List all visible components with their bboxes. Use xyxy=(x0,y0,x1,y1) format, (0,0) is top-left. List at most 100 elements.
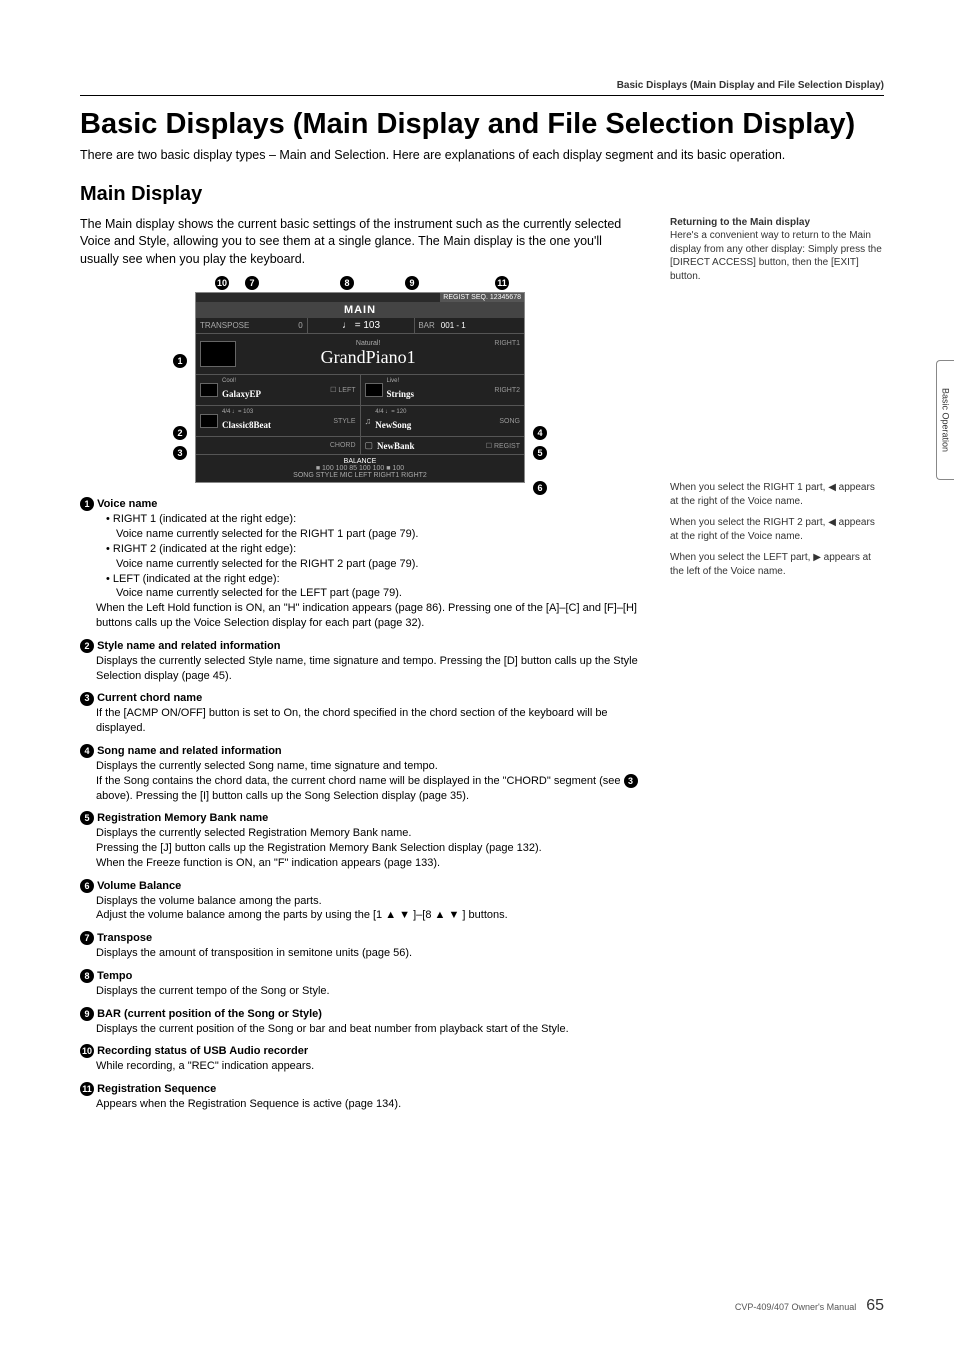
item-8-badge: 8 xyxy=(80,969,94,983)
ss-chord: CHORD xyxy=(196,437,361,454)
item-4-l2: If the Song contains the chord data, the… xyxy=(96,774,640,804)
item-1-b1t: Voice name currently selected for the RI… xyxy=(96,527,640,542)
ss-left-name: GalaxyEP xyxy=(222,389,261,399)
item-9: 9 BAR (current position of the Song or S… xyxy=(80,1007,640,1037)
ss-transpose-label: TRANSPOSE xyxy=(200,321,249,330)
ss-song-sup: 4/4 ♩= 120 xyxy=(375,409,411,415)
ss-style: 4/4 ♩= 103 Classic8Beat STYLE xyxy=(196,406,361,436)
side-tab: Basic Operation xyxy=(936,360,954,480)
footer-manual: CVP-409/407 Owner's Manual xyxy=(735,1302,856,1312)
badge-5: 5 xyxy=(533,446,547,460)
item-11: 11 Registration Sequence Appears when th… xyxy=(80,1082,640,1112)
sidebar-return-title: Returning to the Main display xyxy=(670,216,884,230)
item-10-badge: 10 xyxy=(80,1044,94,1058)
item-2-body: Displays the currently selected Style na… xyxy=(80,654,640,684)
badge-9: 9 xyxy=(405,276,419,290)
ss-style-name: Classic8Beat xyxy=(222,420,271,430)
item-6-badge: 6 xyxy=(80,879,94,893)
ss-song-name: NewSong xyxy=(375,420,411,430)
screenshot-wrapper: 10 7 8 9 11 1 2 3 4 5 6 REGIST SEQ. 12 xyxy=(165,276,555,483)
ss-transpose: TRANSPOSE 0 xyxy=(196,318,308,333)
ss-right2-part: Live! Strings RIGHT2 xyxy=(361,375,525,405)
sidebar-return-body: Here's a convenient way to return to the… xyxy=(670,229,884,283)
item-1-b3h: • LEFT (indicated at the right edge): xyxy=(96,572,640,587)
top-badge-row: 10 7 8 9 11 xyxy=(165,276,555,292)
two-column-layout: The Main display shows the current basic… xyxy=(80,216,884,1120)
ss-strings-sup: Live! xyxy=(387,378,415,384)
badge-2: 2 xyxy=(173,426,187,440)
item-10-body: While recording, a "REC" indication appe… xyxy=(80,1059,640,1074)
style-icon xyxy=(200,414,218,428)
section-intro: The Main display shows the current basic… xyxy=(80,216,640,269)
strings-icon xyxy=(365,383,383,397)
item-1-b1h: • RIGHT 1 (indicated at the right edge): xyxy=(96,512,640,527)
item-8: 8 Tempo Displays the current tempo of th… xyxy=(80,969,640,999)
ss-regist-seq: REGIST SEQ. 12345678 xyxy=(440,293,524,302)
item-4: 4 Song name and related information Disp… xyxy=(80,744,640,803)
ss-left-part: Cool! GalaxyEP ☐ LEFT xyxy=(196,375,361,405)
item-4-ref-badge: 3 xyxy=(624,774,638,788)
item-10: 10 Recording status of USB Audio recorde… xyxy=(80,1044,640,1074)
sidebar-r2: When you select the RIGHT 2 part, ◀ appe… xyxy=(670,516,884,543)
ss-voice-row: Natural! GrandPiano1 RIGHT1 xyxy=(196,334,524,375)
item-2-title: Style name and related information xyxy=(97,640,280,652)
item-1-tail: When the Left Hold function is ON, an "H… xyxy=(96,601,640,631)
ss-chord-tag: CHORD xyxy=(330,442,356,449)
item-7-badge: 7 xyxy=(80,931,94,945)
item-11-body: Appears when the Registration Sequence i… xyxy=(80,1097,640,1112)
item-3: 3 Current chord name If the [ACMP ON/OFF… xyxy=(80,691,640,736)
ss-voice-col: Natural! GrandPiano1 xyxy=(242,340,494,368)
ss-song-tag: SONG xyxy=(499,418,520,425)
item-5-l1: Displays the currently selected Registra… xyxy=(96,826,640,841)
item-3-badge: 3 xyxy=(80,692,94,706)
item-6-title: Volume Balance xyxy=(97,880,181,892)
ss-chord-regist-row: CHORD ▢ NewBank ☐ REGIST xyxy=(196,437,524,455)
ss-regist-tag: ☐ REGIST xyxy=(486,442,520,450)
badge-10: 10 xyxy=(215,276,229,290)
item-1: 1 Voice name • RIGHT 1 (indicated at the… xyxy=(80,497,640,631)
item-2: 2 Style name and related information Dis… xyxy=(80,639,640,684)
ss-balance-labels: SONG STYLE MIC LEFT RIGHT1 RIGHT2 xyxy=(199,472,521,479)
sidebar-r1: When you select the RIGHT 1 part, ◀ appe… xyxy=(670,481,884,508)
item-1-badge: 1 xyxy=(80,497,94,511)
badge-7: 7 xyxy=(245,276,259,290)
ss-newbank: NewBank xyxy=(377,441,415,451)
badge-11: 11 xyxy=(495,276,509,290)
ss-balance-vals: ■ 100 100 85 100 100 ■ 100 xyxy=(199,465,521,472)
page: Basic Displays (Main Display and File Se… xyxy=(0,0,954,1160)
ss-right1-tag: RIGHT1 xyxy=(494,340,520,347)
item-5-badge: 5 xyxy=(80,811,94,825)
item-6: 6 Volume Balance Displays the volume bal… xyxy=(80,879,640,924)
item-4-title: Song name and related information xyxy=(97,745,282,757)
sidebar-return: Returning to the Main display Here's a c… xyxy=(670,216,884,284)
ss-song: ♫ 4/4 ♩= 120 NewSong SONG xyxy=(361,406,525,436)
ss-bar: BAR 001 - 1 xyxy=(415,318,524,333)
ss-regist: ▢ NewBank ☐ REGIST xyxy=(361,437,525,454)
main-title: Basic Displays (Main Display and File Se… xyxy=(80,108,884,141)
page-footer: CVP-409/407 Owner's Manual 65 xyxy=(80,1297,884,1315)
ss-left-tag: ☐ LEFT xyxy=(330,386,355,394)
item-7: 7 Transpose Displays the amount of trans… xyxy=(80,931,640,961)
badge-3: 3 xyxy=(173,446,187,460)
item-3-title: Current chord name xyxy=(97,692,202,704)
ss-main-title: MAIN xyxy=(196,302,524,318)
ss-left-sup: Cool! xyxy=(222,378,261,384)
galaxy-icon xyxy=(200,383,218,397)
main-display-screenshot: REGIST SEQ. 12345678 MAIN TRANSPOSE 0 ♩ … xyxy=(195,292,525,483)
item-7-title: Transpose xyxy=(97,932,152,944)
right-column: Returning to the Main display Here's a c… xyxy=(670,216,884,1120)
ss-voice-name: GrandPiano1 xyxy=(242,347,494,368)
item-10-title: Recording status of USB Audio recorder xyxy=(97,1045,308,1057)
item-4-badge: 4 xyxy=(80,744,94,758)
item-9-title: BAR (current position of the Song or Sty… xyxy=(97,1008,322,1020)
badge-6: 6 xyxy=(533,481,547,495)
item-7-body: Displays the amount of transposition in … xyxy=(80,946,640,961)
item-1-b2t: Voice name currently selected for the RI… xyxy=(96,557,640,572)
piano-icon xyxy=(200,341,236,367)
item-8-body: Displays the current tempo of the Song o… xyxy=(80,984,640,999)
ss-strings-name: Strings xyxy=(387,389,415,399)
item-5-l2: Pressing the [J] button calls up the Reg… xyxy=(96,841,640,856)
ss-balance: BALANCE ■ 100 100 85 100 100 ■ 100 SONG … xyxy=(196,455,524,482)
sidebar-left: When you select the LEFT part, ▶ appears… xyxy=(670,551,884,578)
ss-style-sup: 4/4 ♩= 103 xyxy=(222,409,271,415)
